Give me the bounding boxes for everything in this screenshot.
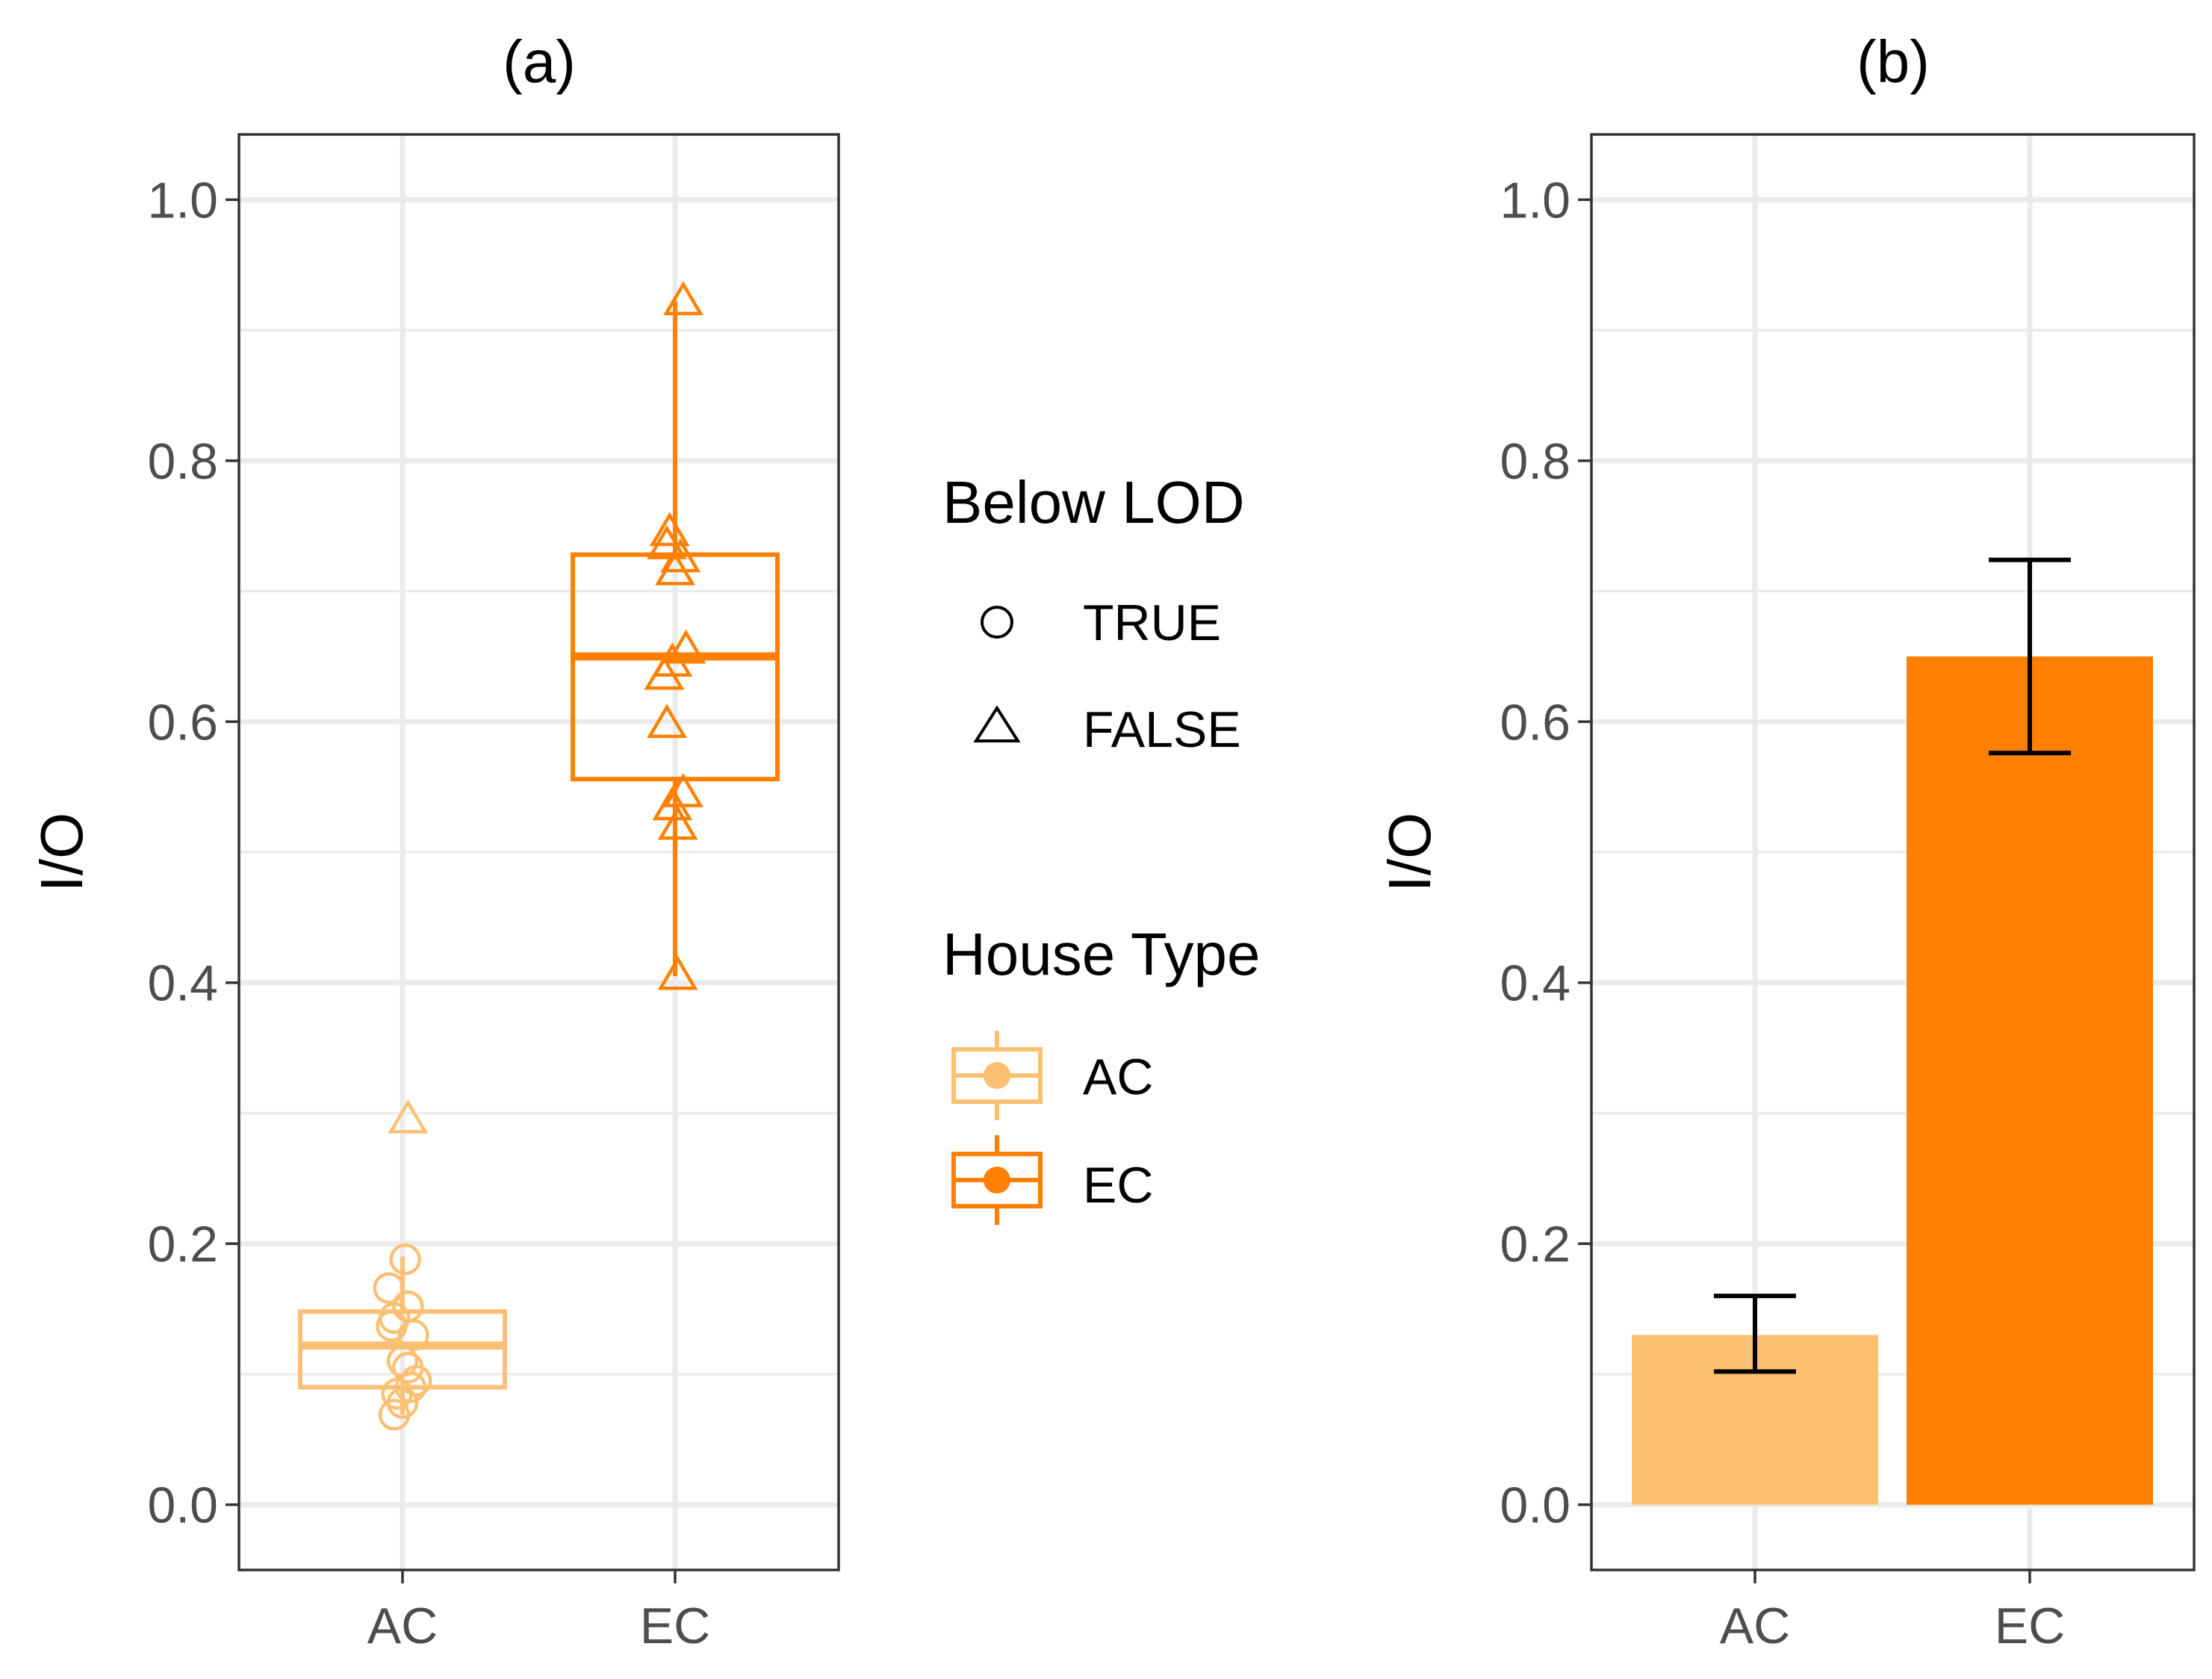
point-triangle-ec <box>649 512 690 547</box>
legend-triangle-symbol <box>973 705 1021 742</box>
point-triangle-ec <box>657 805 698 840</box>
legend-shape-true-label: TRUE <box>1083 595 1221 651</box>
point-triangle-ec <box>644 655 685 690</box>
legend-fill-ac-label: AC <box>1083 1049 1153 1105</box>
point-circle-ac <box>373 1272 405 1304</box>
point-circle-ac <box>389 1243 421 1276</box>
panel-a-title: (a) <box>503 28 576 95</box>
legend-key-ac <box>951 1031 1043 1120</box>
panel-a-points <box>373 281 706 1431</box>
panel-b-y-axis: 0.0 0.2 0.4 0.6 0.8 1.0 <box>1500 172 1591 1534</box>
panel-a-x-axis: AC EC <box>367 1570 710 1654</box>
x-tick-label-ec: EC <box>1995 1598 2065 1654</box>
panel-b-border <box>1590 133 2196 1571</box>
point-triangle-ec <box>663 281 703 316</box>
legend-shape-title: Below LOD <box>942 469 1245 536</box>
x-tick-label-ac: AC <box>1720 1598 1790 1654</box>
y-tick-label: 0.2 <box>1500 1216 1571 1273</box>
x-tick-label-ac: AC <box>367 1598 438 1654</box>
point-circle-ac <box>397 1319 429 1351</box>
panel-b-x-axis: AC EC <box>1720 1570 2065 1654</box>
panel-b-barchart: (b) 0.0 0.2 0.4 0.6 0.8 1.0 AC EC I/O <box>1376 28 2196 1654</box>
point-triangle-ec <box>655 550 695 586</box>
legend-shape-false-label: FALSE <box>1083 701 1241 758</box>
legend-key-ec <box>951 1135 1043 1225</box>
panel-a-grid <box>239 134 839 1570</box>
panel-b-bars <box>1632 656 2153 1505</box>
point-triangle-ec <box>660 538 701 573</box>
legend-fill-ec-label: EC <box>1083 1157 1153 1214</box>
bar-ec <box>1907 656 2153 1505</box>
panel-a-y-axis: 0.0 0.2 0.4 0.6 0.8 1.0 <box>147 172 239 1534</box>
y-tick-label: 0.6 <box>147 694 218 751</box>
y-tick-label: 0.6 <box>1500 694 1571 751</box>
point-triangle-ec <box>647 524 687 559</box>
panel-b-errorbars <box>1714 557 2071 1374</box>
point-circle-ac <box>376 1310 408 1342</box>
x-tick-label-ec: EC <box>640 1598 710 1654</box>
point-triangle-ec <box>665 629 706 664</box>
point-triangle-ac <box>388 1099 429 1134</box>
y-tick-label: 0.4 <box>147 955 218 1012</box>
y-tick-label: 0.4 <box>1500 955 1571 1012</box>
panel-a-boxplot: (a) 0.0 0.2 0.4 0.6 0.8 1.0 AC EC I/O <box>28 28 840 1654</box>
y-tick-label: 1.0 <box>1500 172 1571 229</box>
y-tick-label: 0.0 <box>147 1477 218 1534</box>
y-tick-label: 0.2 <box>147 1216 218 1273</box>
point-circle-ac <box>378 1398 411 1431</box>
legend-circle-symbol <box>981 606 1013 639</box>
panel-a-border <box>237 133 840 1571</box>
panel-a-y-label: I/O <box>28 813 95 893</box>
y-tick-label: 0.0 <box>1500 1477 1571 1534</box>
legend-fill-title: House Type <box>942 921 1260 987</box>
point-triangle-ec <box>657 955 698 990</box>
y-tick-label: 0.8 <box>147 433 218 490</box>
y-tick-label: 0.8 <box>1500 433 1571 490</box>
panel-b-title: (b) <box>1857 28 1930 95</box>
point-triangle-ec <box>647 704 687 739</box>
panel-a-boxes <box>298 301 780 1415</box>
legend: Below LOD TRUE FALSE House Type AC EC <box>942 469 1260 1225</box>
panel-b-y-label: I/O <box>1376 813 1443 893</box>
y-tick-label: 1.0 <box>147 172 218 229</box>
